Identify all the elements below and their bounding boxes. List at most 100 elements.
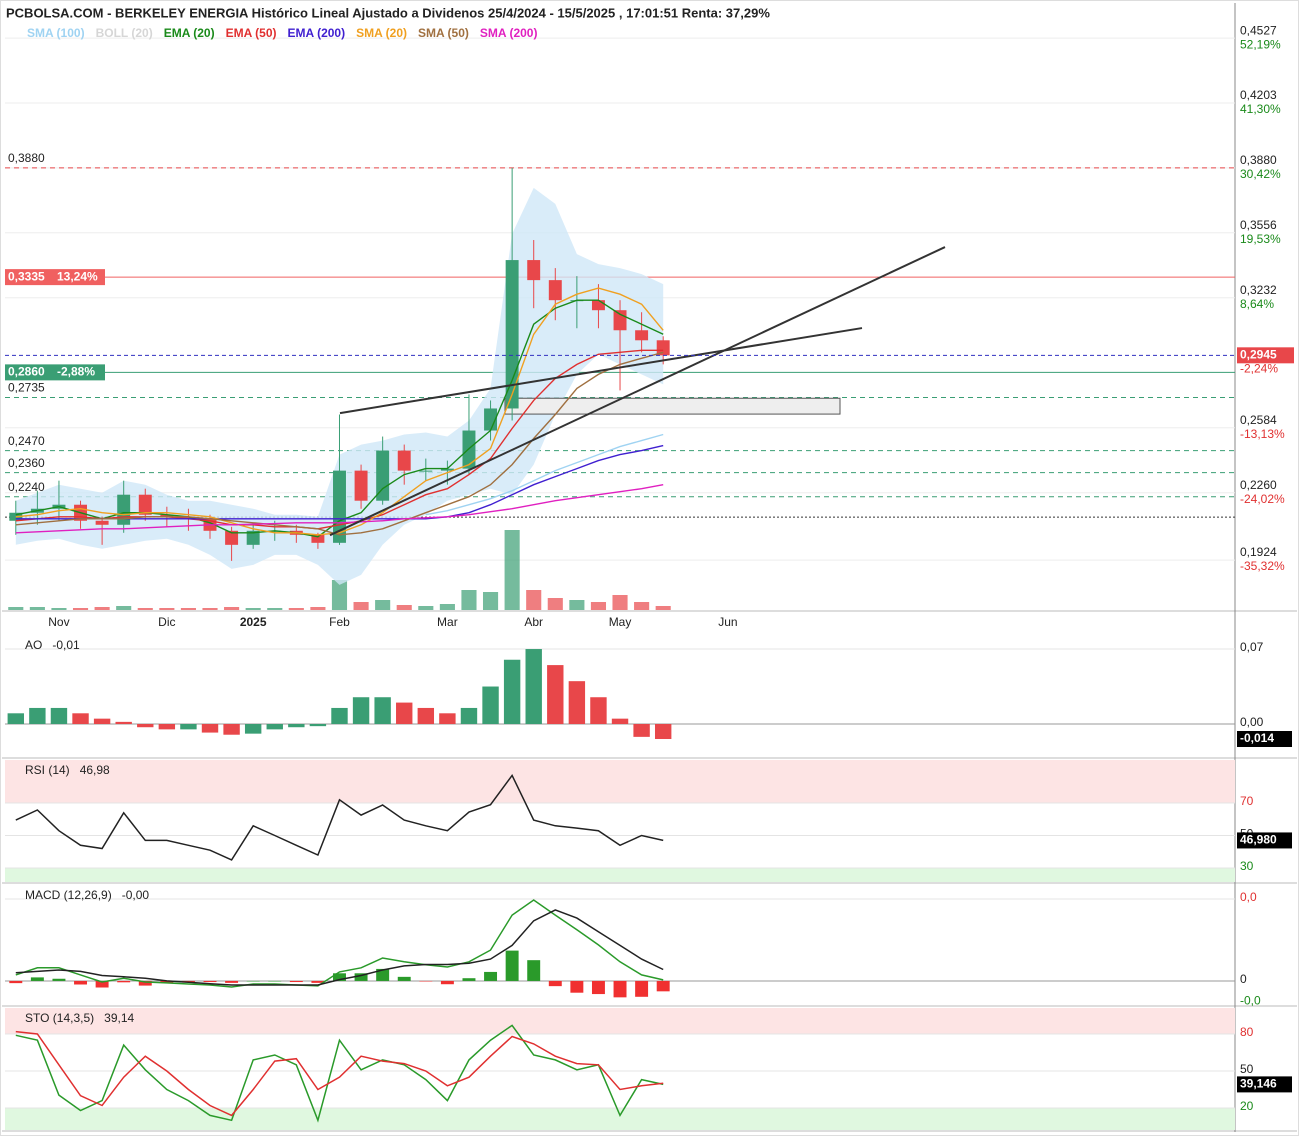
macd-histogram-bar <box>9 980 23 984</box>
volume-bar <box>72 608 89 610</box>
volume-bar <box>569 600 585 610</box>
ao-bar <box>352 697 370 725</box>
macd-histogram-bar <box>354 973 368 981</box>
volume-bar <box>202 608 218 610</box>
legend-entry: SMA (20) <box>356 26 407 40</box>
bollinger-band <box>15 187 664 585</box>
y-tick-label: 0,3880 <box>1240 153 1277 167</box>
y-tick-pct: 52,19% <box>1240 37 1281 51</box>
y-tick-label: 0,2584 <box>1240 413 1277 427</box>
y-tick-label: 0,2260 <box>1240 478 1277 492</box>
y-tick-label: 0,3232 <box>1240 283 1277 297</box>
candle-body <box>9 512 23 521</box>
volume-bar <box>331 580 348 610</box>
macd-histogram-bar <box>635 980 649 997</box>
current-value-box <box>1237 1076 1292 1093</box>
macd-histogram-bar <box>268 980 282 982</box>
macd-histogram-bar <box>160 980 174 983</box>
ao-bar <box>266 724 283 730</box>
legend-entry: SMA (100) <box>27 26 85 40</box>
trendline <box>329 246 946 537</box>
macd-histogram-bar <box>95 980 109 988</box>
candle-body <box>246 530 260 545</box>
ao-bar <box>611 718 629 725</box>
volume-bar <box>353 602 369 610</box>
macd-histogram-bar <box>117 980 131 983</box>
candle-body <box>548 280 562 301</box>
ma-line <box>15 287 664 536</box>
level-label: 0,3880 <box>8 151 45 165</box>
candle-body <box>311 534 325 543</box>
y-tick-label: 50 <box>1240 1062 1254 1076</box>
candle-body <box>397 450 411 471</box>
legend-entry: SMA (200) <box>480 26 538 40</box>
level-label: 0,2860 <box>8 365 45 379</box>
ao-bar <box>50 707 68 725</box>
ma-line <box>15 351 664 536</box>
ao-bar <box>439 713 456 725</box>
volume-bar <box>375 600 391 610</box>
macd-histogram-bar <box>591 980 605 995</box>
trendline <box>339 327 863 415</box>
y-tick-label: 0,07 <box>1240 640 1264 654</box>
y-tick-label: 80 <box>1240 1025 1254 1039</box>
panel-title: AO <box>25 638 42 652</box>
ao-bar <box>633 724 650 737</box>
panel-value: -0,01 <box>52 638 80 652</box>
ao-bar <box>288 724 305 728</box>
volume-bar <box>396 605 412 610</box>
level-box <box>5 269 105 286</box>
ao-bar <box>460 707 478 725</box>
y-tick-label: 0,4203 <box>1240 88 1277 102</box>
volume-bar <box>439 604 455 610</box>
macd-histogram-bar <box>289 980 303 983</box>
oversold-zone <box>5 1108 1235 1130</box>
ao-bar <box>93 718 111 725</box>
y-tick-label: 0 <box>1240 972 1247 986</box>
volume-bar <box>418 606 434 610</box>
current-price-label: 0,2945 <box>1240 347 1277 361</box>
candle-body <box>117 494 131 525</box>
candle-body <box>419 470 433 472</box>
panel-value: 39,14 <box>104 1011 134 1025</box>
y-tick-pct: -24,02% <box>1240 492 1285 506</box>
ao-bar <box>396 702 413 725</box>
ao-bar <box>525 649 542 725</box>
candle-body <box>160 514 174 517</box>
x-tick-label: Nov <box>48 615 69 629</box>
candle-body <box>527 260 541 281</box>
macd-histogram-bar <box>376 968 390 981</box>
candle-body <box>225 530 239 545</box>
y-tick-label: 0,1924 <box>1240 545 1277 559</box>
ao-bar <box>654 724 672 740</box>
candle-body <box>95 520 109 525</box>
ao-bar <box>482 686 499 725</box>
indicator-line <box>15 1024 664 1123</box>
x-tick-label: 2025 <box>240 615 267 629</box>
volume-bar <box>655 606 671 610</box>
level-label: 0,2360 <box>8 456 45 470</box>
candle-body <box>138 494 152 515</box>
overbought-zone <box>5 1008 1235 1035</box>
candle-body <box>635 330 649 341</box>
macd-histogram-bar <box>203 980 217 983</box>
x-tick-label: May <box>609 615 632 629</box>
macd-histogram-bar <box>311 980 325 983</box>
legend-entry: EMA (50) <box>226 26 277 40</box>
legend-entry: EMA (20) <box>164 26 215 40</box>
ao-bar <box>244 724 262 734</box>
volume-bar <box>310 607 326 610</box>
y-tick-label: 0,0 <box>1240 890 1257 904</box>
overbought-zone <box>5 760 1235 804</box>
price-zone <box>504 397 841 415</box>
ao-bar <box>331 707 348 725</box>
macd-histogram-bar <box>52 978 66 981</box>
x-tick-label: Dic <box>158 615 175 629</box>
panel-value: 46,98 <box>80 763 110 777</box>
macd-histogram-bar <box>246 980 260 982</box>
volume-bar <box>526 590 542 610</box>
candle-body <box>181 516 195 519</box>
